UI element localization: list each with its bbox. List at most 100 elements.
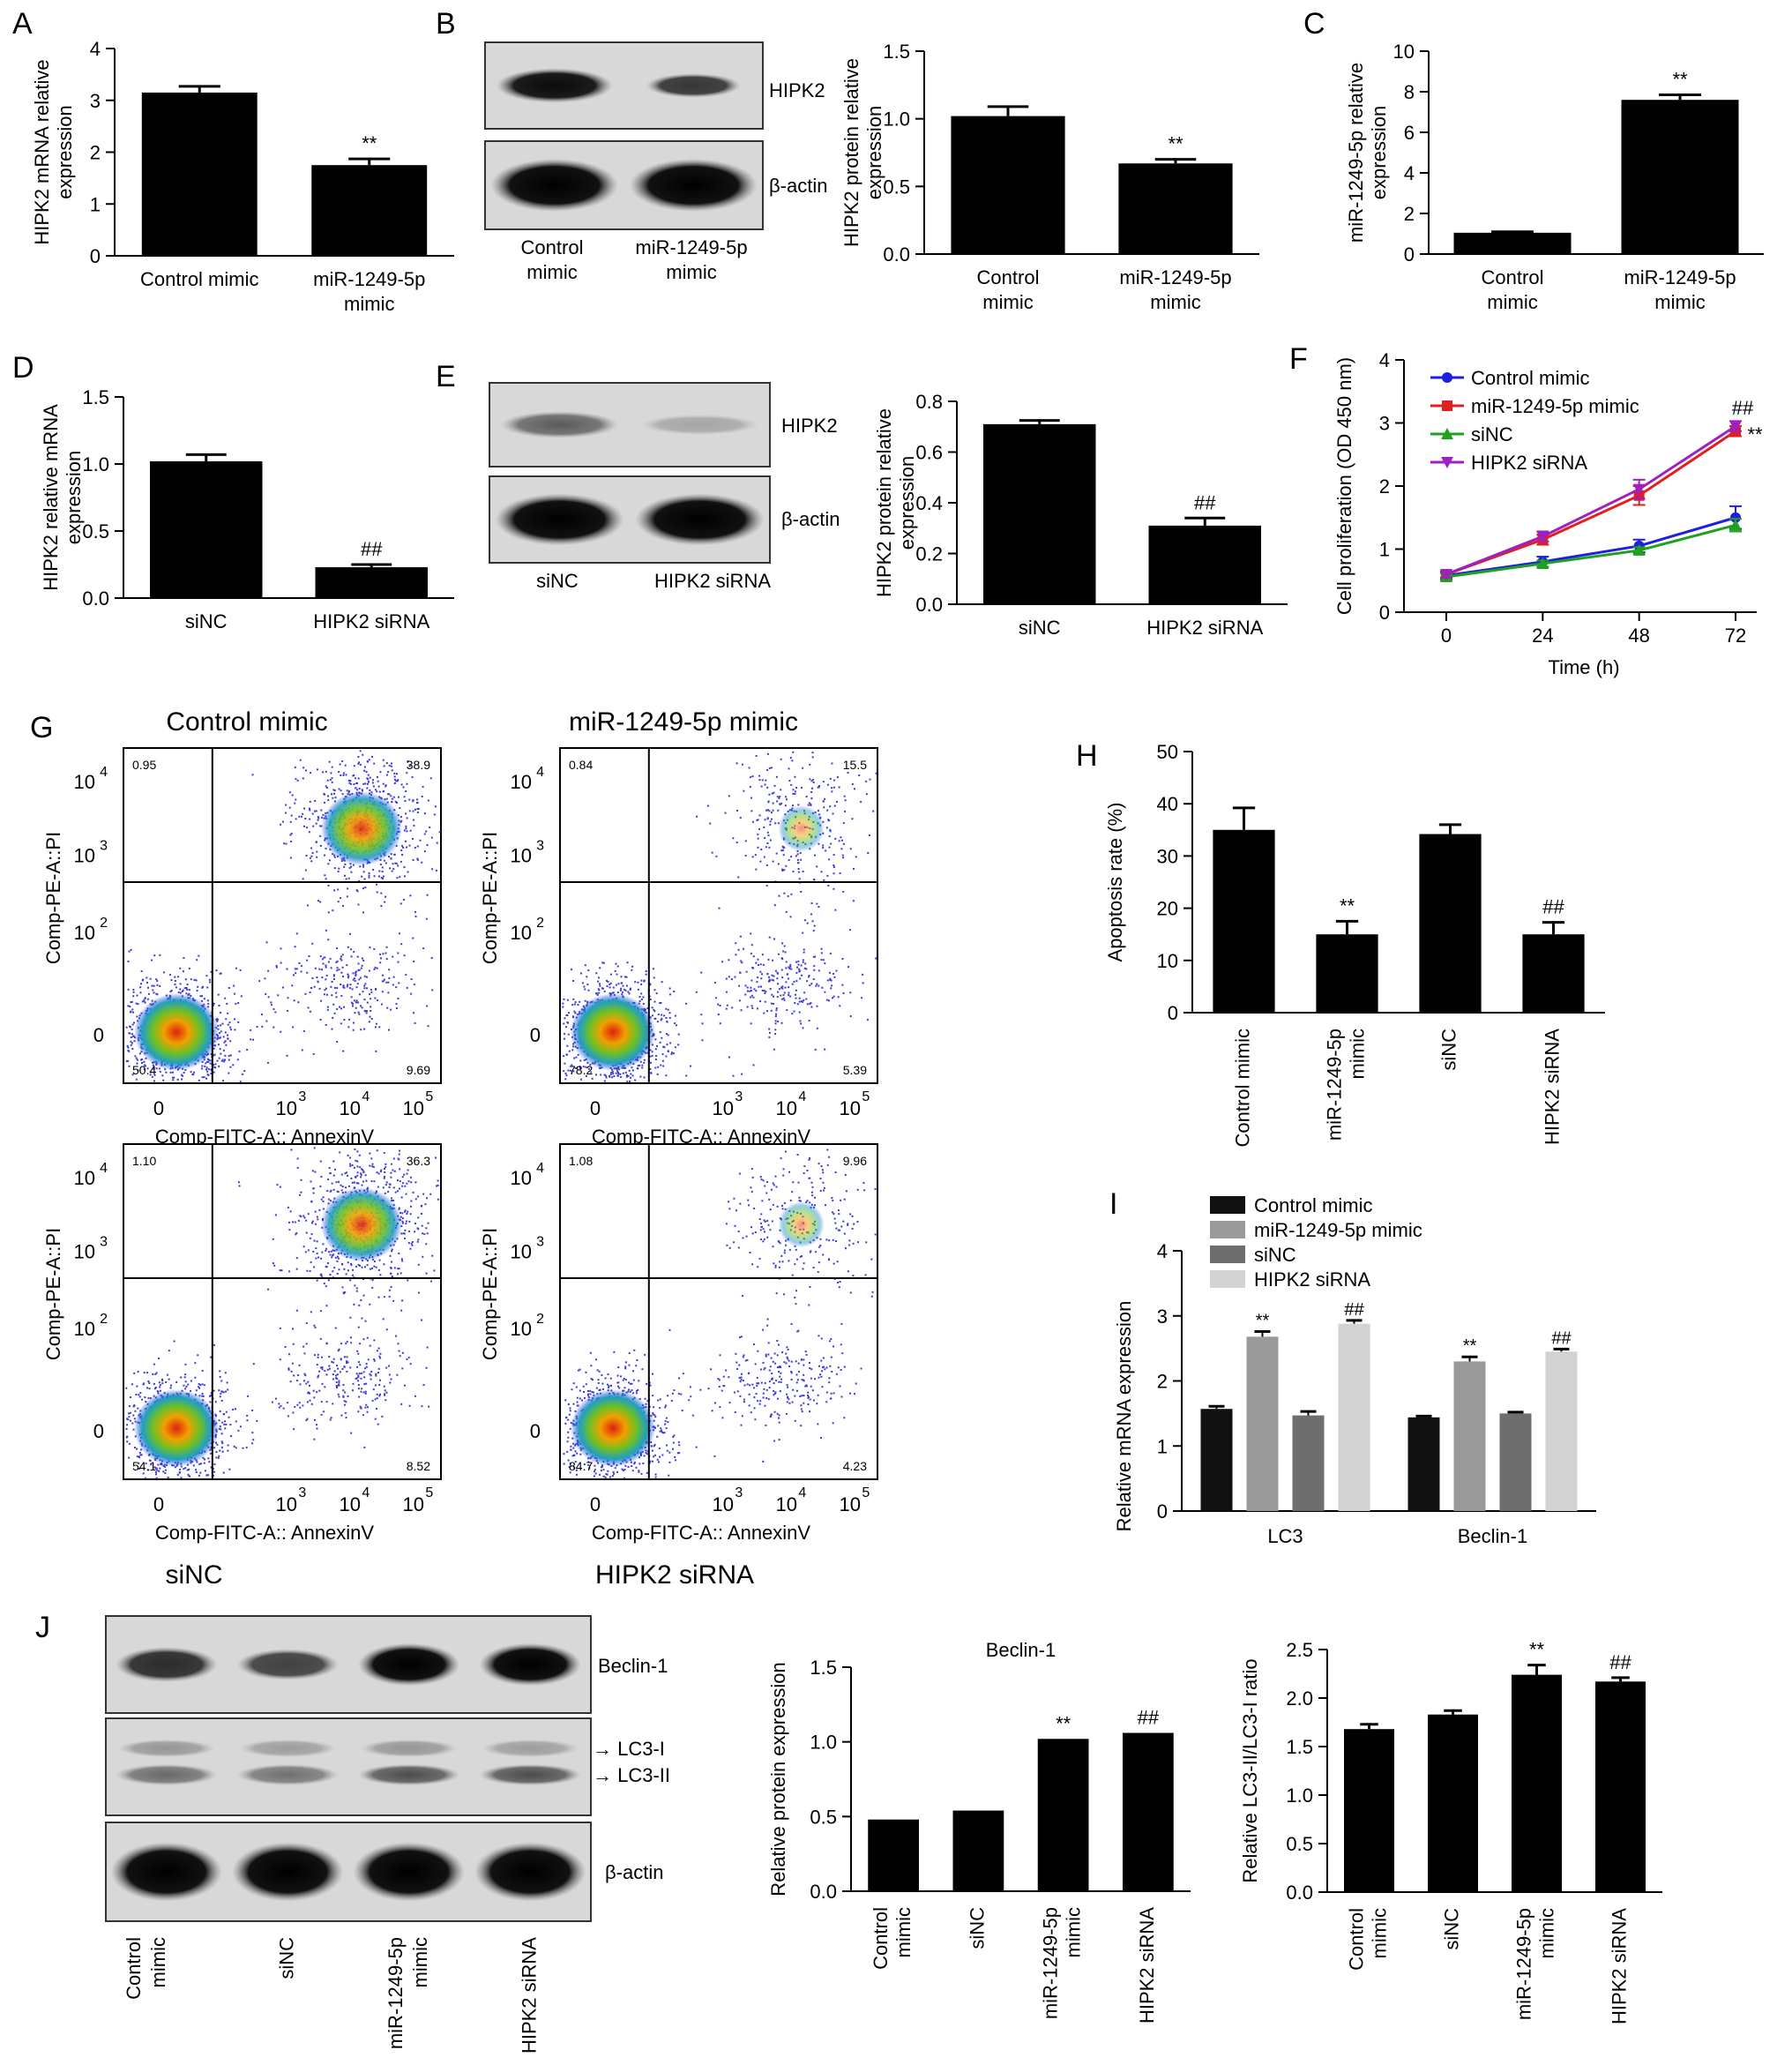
significance-marker: ** [1340, 894, 1355, 917]
flow-dot [139, 986, 142, 989]
flow-dot [369, 776, 371, 779]
flow-dot [303, 1216, 306, 1219]
flow-dot [365, 1012, 368, 1014]
flow-dot [326, 1008, 329, 1011]
flow-dot [359, 865, 362, 868]
flow-dot [385, 774, 388, 776]
flow-dot [803, 948, 805, 951]
flow-dot [750, 810, 753, 812]
flow-dot [403, 954, 406, 957]
flow-dot [341, 954, 344, 956]
flow-dot [666, 1021, 668, 1023]
flow-dot [385, 1181, 388, 1184]
flow-dot [599, 983, 601, 985]
flow-dot [309, 807, 311, 810]
y-axis-label: HIPK2 protein relativeexpression [840, 58, 885, 247]
flow-dot [332, 975, 335, 977]
flow-dot [572, 998, 575, 1000]
flow-dot [389, 867, 392, 870]
flow-dot [286, 968, 288, 970]
flow-dot [398, 796, 400, 798]
flow-dot [125, 1436, 128, 1439]
flow-dot [334, 1256, 337, 1259]
x-tick-exponent: 5 [425, 1089, 433, 1104]
flow-dot [607, 980, 609, 983]
flow-dot [667, 1051, 669, 1053]
flow-dot [348, 782, 351, 784]
flow-dot [411, 838, 414, 841]
flow-dot [358, 978, 361, 981]
flow-dot [381, 871, 384, 873]
flow-dot [609, 986, 611, 989]
flow-dot [574, 1066, 577, 1069]
flow-dot [230, 1434, 233, 1437]
flow-dot [713, 982, 716, 984]
flow-dot [811, 752, 814, 754]
flow-dot [329, 1253, 332, 1256]
flow-dot [797, 862, 800, 864]
flow-dot [227, 1037, 229, 1040]
flow-dot [654, 1048, 657, 1051]
y-tick-label: 10 [511, 922, 532, 944]
flow-dot [227, 1388, 229, 1391]
flow-dot [205, 1474, 208, 1477]
flow-dot [585, 1066, 587, 1068]
flow-dot [768, 1028, 771, 1030]
flow-dot [746, 986, 749, 989]
flow-dot [775, 1013, 778, 1015]
flow-dot [336, 1041, 339, 1044]
flow-dot [840, 836, 842, 839]
flow-dot [401, 1185, 404, 1187]
flow-dot [207, 1060, 210, 1063]
flow-dot [667, 1034, 669, 1036]
y-tick-label: 4 [1404, 162, 1415, 184]
blot-band-label: HIPK2 [781, 415, 838, 437]
flow-dot [598, 989, 601, 991]
flow-dot [335, 991, 338, 994]
flow-dot [355, 999, 358, 1002]
flow-dot [409, 1205, 412, 1208]
flow-dot [765, 846, 767, 849]
flow-dot [796, 858, 799, 861]
flow-dot [140, 1059, 143, 1061]
flow-dot [420, 1213, 422, 1216]
flow-dot [661, 1053, 664, 1056]
flow-dot [817, 786, 819, 789]
flow-dot [316, 856, 318, 858]
text-line: mimic [1063, 1907, 1085, 1957]
flow-dot [347, 973, 349, 976]
y-tick-label: 0 [1168, 1002, 1178, 1024]
flow-dot [405, 825, 407, 827]
flow-dot [158, 1357, 161, 1359]
flow-dot [228, 1416, 230, 1418]
flow-dot [213, 1064, 215, 1066]
chart-title: Beclin-1 [986, 1639, 1056, 1661]
flow-dot [629, 1080, 631, 1082]
flow-dot [357, 756, 360, 759]
flow-dot [348, 866, 351, 869]
flow-dot [310, 847, 313, 849]
flow-dot [146, 1372, 149, 1374]
data-point [1536, 531, 1549, 543]
flow-dot [358, 1264, 361, 1267]
flow-dot [839, 872, 841, 874]
flow-dot [356, 789, 359, 791]
flow-dot [375, 1022, 377, 1025]
flow-dot [804, 962, 807, 965]
flow-dot [875, 957, 877, 960]
flow-dot [292, 1026, 295, 1029]
flow-dot [645, 973, 647, 976]
flow-dot [829, 953, 832, 955]
flow-dot [597, 988, 600, 991]
flow-dot [660, 1064, 662, 1066]
flow-dot [332, 1003, 335, 1006]
blot-band [236, 1649, 339, 1680]
flow-dot [744, 984, 747, 987]
flow-dot [368, 759, 370, 761]
flow-dot [130, 1010, 132, 1013]
flow-dot [785, 967, 788, 969]
flow-dot [579, 1066, 581, 1068]
flow-dot [583, 985, 586, 988]
flow-dot [233, 984, 235, 987]
flow-dot [153, 1074, 156, 1076]
